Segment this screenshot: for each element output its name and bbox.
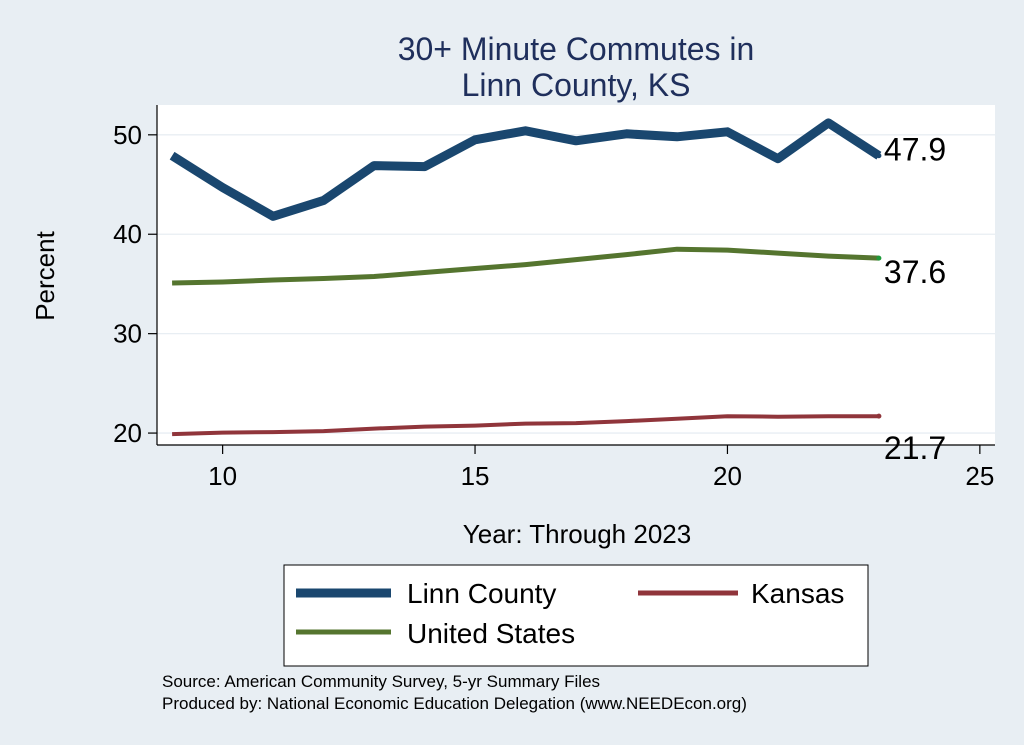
chart-title-line-1: 30+ Minute Commutes in (398, 31, 755, 67)
end-marker-united-states (876, 255, 882, 261)
legend-label-united-states: United States (407, 618, 575, 649)
series-line-kansas (172, 414, 879, 437)
legend-label-kansas: Kansas (751, 578, 844, 609)
end-label-linn-county: 47.9 (884, 132, 946, 168)
x-axis-label: Year: Through 2023 (463, 519, 691, 549)
gridlines (157, 134, 995, 434)
y-tick-label-30: 30 (113, 319, 142, 349)
y-axis-ticks: 20 30 40 50 (113, 120, 157, 448)
series-line-linn-county (169, 118, 882, 221)
end-marker-kansas (876, 413, 882, 419)
legend-box (283, 564, 869, 667)
y-tick-label-40: 40 (113, 219, 142, 249)
chart-title-line-2: Linn County, KS (462, 67, 691, 103)
y-axis-label: Percent (30, 230, 60, 320)
end-marker-linn-county (876, 153, 882, 159)
end-label-kansas: 21.7 (884, 430, 946, 466)
series-lines (169, 118, 882, 437)
series-line-united-states (172, 246, 879, 286)
legend-label-linn-county: Linn County (407, 578, 556, 609)
end-labels: 47.9 37.6 21.7 (876, 132, 946, 466)
y-tick-label-50: 50 (113, 120, 142, 150)
x-tick-label-25: 25 (965, 461, 994, 491)
x-axis-ticks: 10 15 20 25 (208, 445, 994, 491)
x-tick-label-10: 10 (208, 461, 237, 491)
x-tick-label-20: 20 (713, 461, 742, 491)
plot-area (157, 105, 995, 445)
y-tick-label-20: 20 (113, 418, 142, 448)
produced-by-note: Produced by: National Economic Education… (162, 694, 747, 713)
source-note: Source: American Community Survey, 5-yr … (162, 672, 600, 691)
end-label-united-states: 37.6 (884, 254, 946, 290)
x-tick-label-15: 15 (461, 461, 490, 491)
